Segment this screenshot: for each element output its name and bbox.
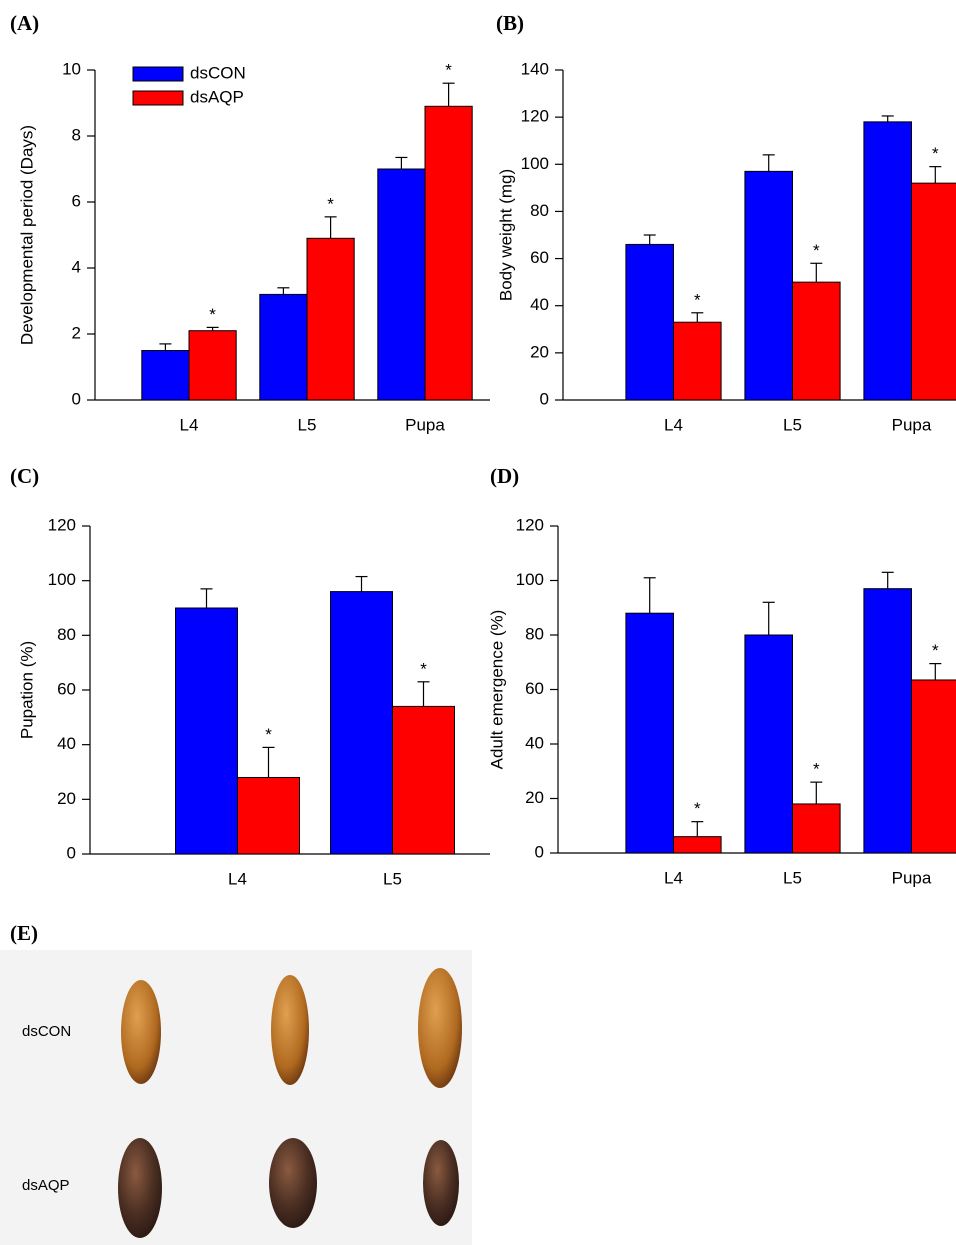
y-tick-label: 100 xyxy=(516,570,544,589)
y-axis-title: Pupation (%) xyxy=(17,641,36,739)
bar xyxy=(626,244,674,400)
bar xyxy=(142,351,189,401)
y-tick-label: 8 xyxy=(72,125,81,144)
bar xyxy=(864,122,912,400)
chart: (C) Pupation (%) 0 20 40 60 80 100 120 L4 * L5 * xyxy=(10,464,490,889)
x-tick-label: L4 xyxy=(228,869,247,888)
y-tick-label: 80 xyxy=(525,624,544,643)
significance-label: * xyxy=(420,659,427,678)
y-tick-label: 0 xyxy=(67,843,76,862)
pupa xyxy=(118,1138,162,1238)
y-tick-label: 6 xyxy=(72,191,81,210)
y-tick-label: 80 xyxy=(57,625,76,644)
bar xyxy=(238,777,300,854)
y-tick-label: 120 xyxy=(48,515,76,534)
y-tick-label: 80 xyxy=(530,201,549,220)
y-tick-label: 100 xyxy=(48,570,76,589)
chart: (A) Developmental period (Days) 0 2 4 6 8 10 L4 *… xyxy=(10,11,490,435)
legend-swatch xyxy=(133,67,183,81)
y-tick-label: 20 xyxy=(525,788,544,807)
bar xyxy=(793,282,841,400)
y-tick-label: 10 xyxy=(62,59,81,78)
x-tick-label: L5 xyxy=(783,868,802,887)
bar xyxy=(674,322,722,400)
bar xyxy=(331,592,393,854)
panel-label: (B) xyxy=(496,11,524,35)
bar xyxy=(745,635,793,853)
significance-label: * xyxy=(209,305,216,324)
bar xyxy=(307,238,354,400)
x-tick-label: Pupa xyxy=(405,415,445,434)
photo-background xyxy=(0,950,472,1245)
row-label: dsCON xyxy=(22,1023,71,1040)
legend-label: dsCON xyxy=(190,63,246,82)
x-tick-label: Pupa xyxy=(892,415,932,434)
y-axis-title: Adult emergence (%) xyxy=(487,610,506,770)
bar xyxy=(425,106,472,400)
significance-label: * xyxy=(813,241,820,260)
bar xyxy=(260,294,307,400)
x-tick-label: L5 xyxy=(298,415,317,434)
panel-label: (D) xyxy=(490,464,519,488)
significance-label: * xyxy=(327,194,334,213)
row-label: dsAQP xyxy=(22,1177,70,1194)
bar xyxy=(912,183,956,400)
pupa xyxy=(271,975,309,1085)
y-tick-label: 40 xyxy=(57,734,76,753)
y-axis-title: Developmental period (Days) xyxy=(17,125,36,345)
x-tick-label: Pupa xyxy=(892,868,932,887)
pupa xyxy=(423,1140,459,1226)
legend-swatch xyxy=(133,91,183,105)
x-tick-label: L4 xyxy=(180,415,199,434)
bar xyxy=(864,589,912,853)
y-tick-label: 0 xyxy=(72,389,81,408)
x-tick-label: L4 xyxy=(664,868,683,887)
x-tick-label: L5 xyxy=(383,869,402,888)
y-tick-label: 40 xyxy=(525,733,544,752)
x-tick-label: L4 xyxy=(664,415,683,434)
y-tick-label: 0 xyxy=(535,842,544,861)
bar xyxy=(793,804,841,853)
chart: (B) Body weight (mg) 0 20 40 60 80 100 120 140 L4 *… xyxy=(496,11,956,435)
significance-label: * xyxy=(694,290,701,309)
y-tick-label: 2 xyxy=(72,323,81,342)
y-tick-label: 60 xyxy=(57,679,76,698)
bar xyxy=(393,706,455,854)
chart: (D) Adult emergence (%) 0 20 40 60 80 100 120 L4 *… xyxy=(487,464,956,888)
pupa xyxy=(418,968,462,1088)
panel-label: (C) xyxy=(10,464,39,488)
y-tick-label: 120 xyxy=(516,515,544,534)
bar xyxy=(674,837,722,853)
y-tick-label: 20 xyxy=(57,789,76,808)
bar xyxy=(626,613,674,853)
y-tick-label: 4 xyxy=(72,257,81,276)
y-tick-label: 20 xyxy=(530,342,549,361)
bar xyxy=(912,680,956,853)
significance-label: * xyxy=(694,799,701,818)
significance-label: * xyxy=(932,144,939,163)
legend-label: dsAQP xyxy=(190,87,244,106)
bar xyxy=(176,608,238,854)
x-tick-label: L5 xyxy=(783,415,802,434)
bar xyxy=(745,171,793,400)
pupa xyxy=(121,980,161,1084)
bar xyxy=(378,169,425,400)
y-tick-label: 60 xyxy=(530,248,549,267)
y-tick-label: 60 xyxy=(525,679,544,698)
y-tick-label: 40 xyxy=(530,295,549,314)
y-axis-title: Body weight (mg) xyxy=(496,169,515,301)
y-tick-label: 140 xyxy=(521,59,549,78)
figure: (E) dsCON dsAQP (A) Developmental period … xyxy=(0,0,956,1245)
significance-label: * xyxy=(813,760,820,779)
panel-label: (E) xyxy=(10,921,38,945)
y-tick-label: 120 xyxy=(521,107,549,126)
significance-label: * xyxy=(265,725,272,744)
significance-label: * xyxy=(445,61,452,80)
panel-label: (A) xyxy=(10,11,39,35)
bar xyxy=(189,331,236,400)
significance-label: * xyxy=(932,641,939,660)
y-tick-label: 100 xyxy=(521,154,549,173)
pupa xyxy=(269,1138,317,1228)
y-tick-label: 0 xyxy=(540,389,549,408)
